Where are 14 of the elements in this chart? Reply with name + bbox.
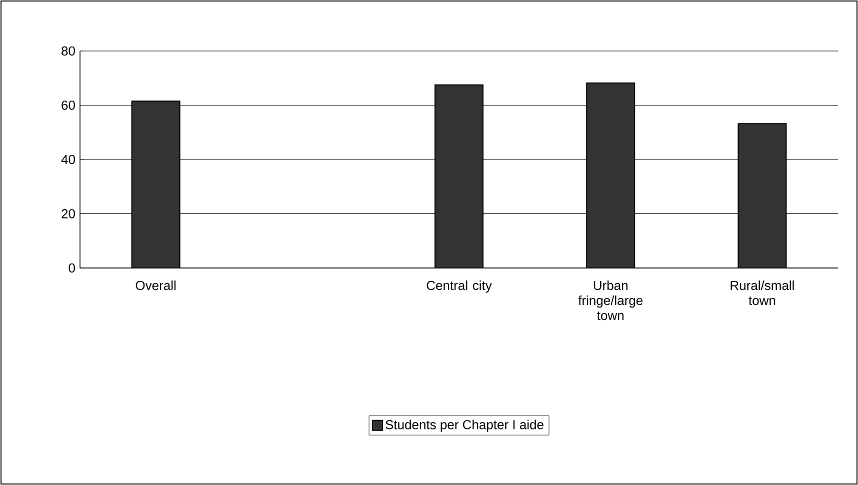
y-tick-label: 20: [62, 209, 75, 218]
legend-label: Students per Chapter I aide: [386, 420, 544, 432]
y-tick-label: 40: [61, 154, 75, 164]
x-tick-label: Central city: [426, 280, 492, 293]
y-tick-label: 60: [62, 100, 75, 110]
y-tick-label: 0: [68, 263, 75, 273]
bar: [586, 82, 636, 268]
bar: [738, 123, 787, 268]
bar: [131, 100, 180, 268]
x-tick-label: Urban fringe/large town: [578, 280, 643, 320]
bar: [434, 84, 484, 268]
y-tick-label: 80: [62, 46, 75, 56]
x-tick-label: Rural/small town: [730, 280, 794, 306]
x-tick-label: Overall: [136, 280, 176, 290]
